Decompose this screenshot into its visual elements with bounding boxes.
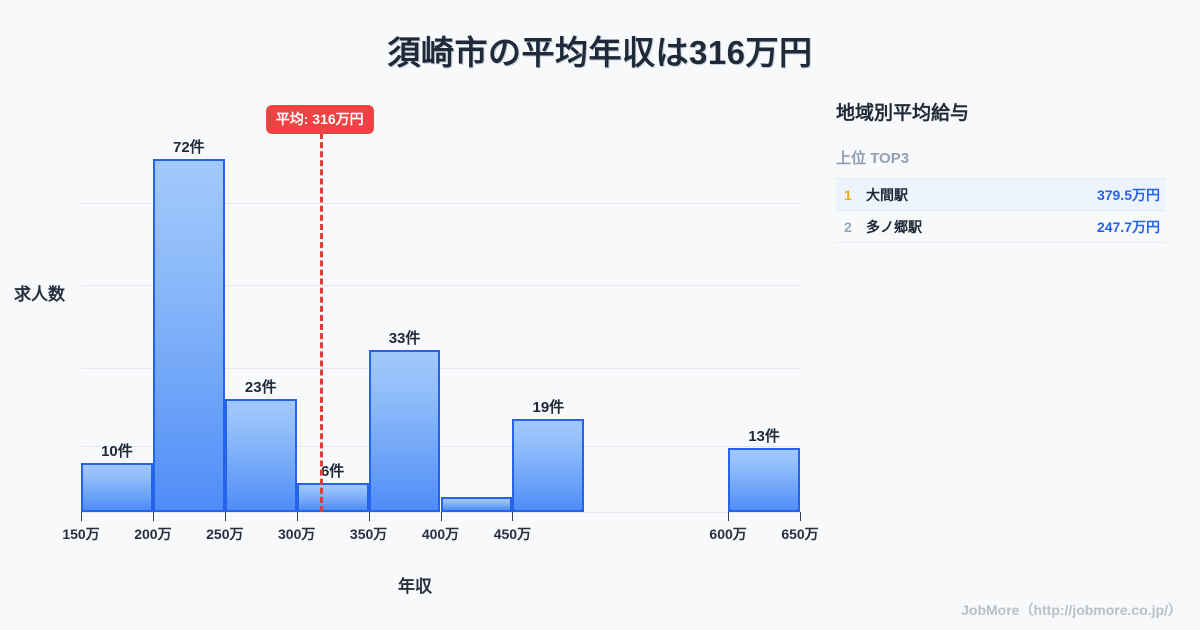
sidebar-heading: 地域別平均給与 xyxy=(836,103,970,124)
ranking-row[interactable]: 1 大間駅 379.5万円 xyxy=(836,179,1166,211)
mean-vline xyxy=(319,133,323,512)
page-title: 須崎市の平均年収は316万円 xyxy=(387,34,813,71)
histogram-bar xyxy=(512,418,585,512)
bar-value-label: 23件 xyxy=(244,379,277,397)
x-axis-tick xyxy=(296,512,298,521)
bar-value-label: 72件 xyxy=(173,138,205,156)
x-axis-tick-label: 650万 xyxy=(781,526,819,542)
histogram-bar xyxy=(296,482,369,512)
x-axis-tick xyxy=(800,512,801,521)
x-axis-tick-label: 600万 xyxy=(709,526,747,542)
histogram-bar xyxy=(440,497,513,512)
x-axis-tick-label: 350万 xyxy=(349,526,388,542)
bar-value-label: 13件 xyxy=(748,428,780,446)
x-axis-tick-label: 400万 xyxy=(421,526,460,542)
plot-area: 10件 72件 23件 6件 33件 19件 13件 xyxy=(81,100,800,512)
bar-value-label: 19件 xyxy=(532,398,565,416)
x-axis-label: 年収 xyxy=(398,577,432,596)
x-axis-tick-label: 300万 xyxy=(278,526,316,542)
histogram-bar xyxy=(728,448,800,512)
x-axis-tick-label: 200万 xyxy=(134,526,172,542)
x-axis-tick-label: 250万 xyxy=(206,526,244,542)
bar-value-label: 33件 xyxy=(388,330,421,348)
x-axis-tick-label: 150万 xyxy=(62,526,100,542)
rank-number: 1 xyxy=(844,186,852,203)
ranking-list: 1 大間駅 379.5万円 2 多ノ郷駅 247.7万円 xyxy=(836,178,1166,243)
histogram-bar xyxy=(224,399,297,512)
x-axis-tick xyxy=(512,512,514,521)
rank-station-name: 多ノ郷駅 xyxy=(866,218,922,235)
histogram-chart: 求人数 10件 72件 23件 6件 33件 19件 13件 150万 200万 250万 300… xyxy=(14,100,819,596)
sidebar-subheading: 上位 TOP3 xyxy=(836,150,910,167)
histogram-bar xyxy=(81,462,153,512)
gridline xyxy=(81,368,800,369)
sidebar: 地域別平均給与 上位 TOP3 1 大間駅 379.5万円 2 多ノ郷駅 247.7万円 xyxy=(836,98,1166,243)
histogram-bar xyxy=(152,158,225,512)
gridline xyxy=(81,446,800,447)
x-axis-tick xyxy=(728,512,730,521)
bar-value-label: 6件 xyxy=(320,462,345,480)
rank-station-name: 大間駅 xyxy=(866,186,908,203)
ranking-row[interactable]: 2 多ノ郷駅 247.7万円 xyxy=(836,211,1166,243)
bar-value-label: 10件 xyxy=(101,442,133,460)
footer-watermark: JobMore（http://jobmore.co.jp/） xyxy=(961,602,1182,618)
mean-badge: 平均: 316万円 xyxy=(265,105,374,134)
x-axis-tick xyxy=(368,512,370,521)
gridline xyxy=(81,203,800,204)
x-axis-tick xyxy=(440,512,442,521)
x-axis-tick xyxy=(224,512,226,521)
y-axis-label: 求人数 xyxy=(14,285,65,304)
rank-salary-value: 379.5万円 xyxy=(1096,186,1160,203)
histogram-bar xyxy=(368,350,441,512)
rank-salary-value: 247.7万円 xyxy=(1096,218,1160,235)
x-axis-tick xyxy=(152,512,154,521)
rank-number: 2 xyxy=(844,218,852,235)
x-axis-tick-label: 450万 xyxy=(493,526,532,542)
gridline xyxy=(81,285,800,286)
x-axis-tick xyxy=(81,512,82,521)
